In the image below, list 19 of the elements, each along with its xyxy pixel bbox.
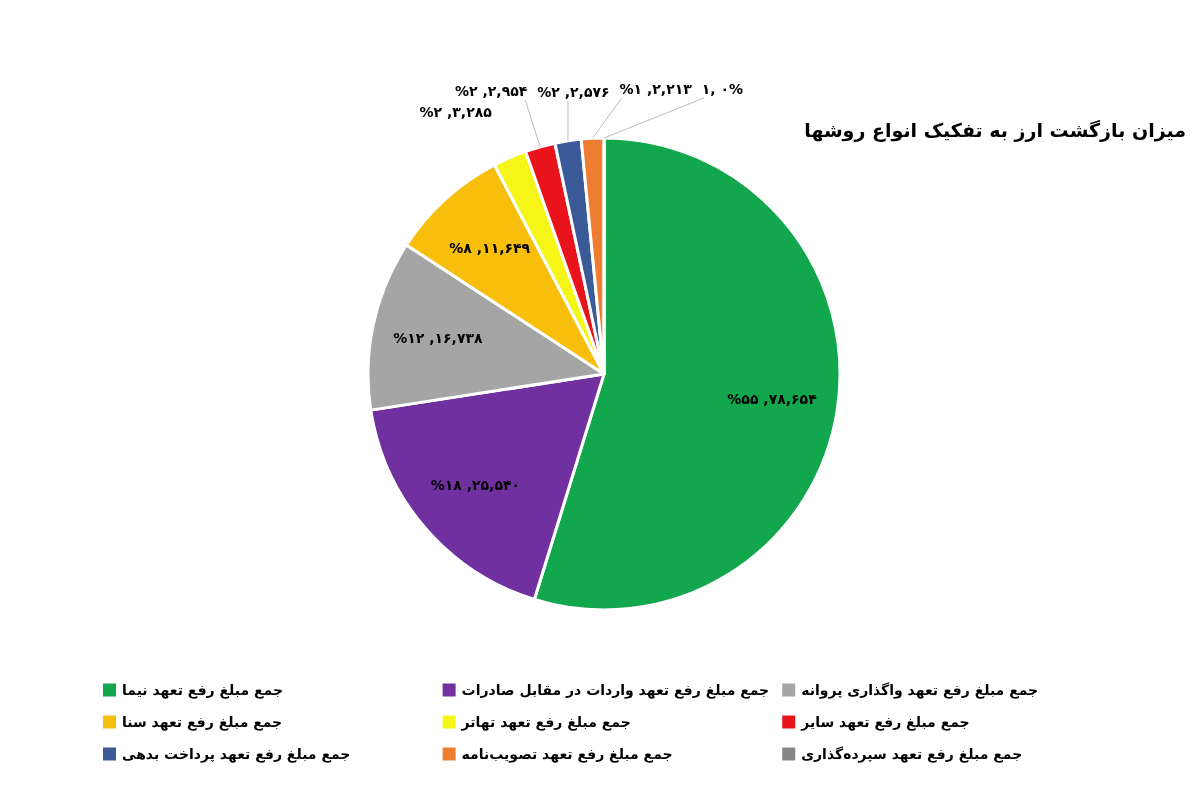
legend-label: جمع مبلغ رفع تعهد سنا [122,714,283,731]
data-label: %۲ ,۲,۹۵۴ [455,82,528,99]
legend-label: جمع مبلغ رفع تعهد تصویب‌نامه [461,746,673,763]
legend-label: جمع مبلغ رفع تعهد تهاتر [460,714,631,731]
text: میزان بازگشت ارز به تفکیک انواع روشها [804,119,1186,142]
data-label: %۲ ,۲,۵۷۶ [537,84,610,101]
legend-label: جمع مبلغ رفع تعهد نیما [122,682,284,699]
data-label: %۲ ,۳,۲۸۵ [419,103,493,120]
data-label: ۱, ۰% [701,81,744,97]
data-label: %۱۸ ,۲۵,۵۴۰ [430,477,521,494]
legend-label: جمع مبلغ رفع تعهد سایر [800,714,970,731]
data-label: %۱ ,۲,۲۱۳ [619,81,693,98]
legend-label: جمع مبلغ رفع تعهد واگذاری پروانه [801,682,1039,699]
data-label: %۸ ,۱۱,۶۴۹ [449,240,531,257]
legend-label: جمع مبلغ رفع تعهد پرداخت بدهی [122,746,351,763]
data-label: %۵۵ ,۷۸,۶۵۴ [727,391,818,408]
legend-label: جمع مبلغ رفع تعهد واردات در مقابل صادرات [461,682,770,699]
legend-label: جمع مبلغ رفع تعهد سپرده‌گذاری [801,746,1023,763]
data-label: %۱۲ ,۱۶,۷۳۸ [393,330,484,347]
